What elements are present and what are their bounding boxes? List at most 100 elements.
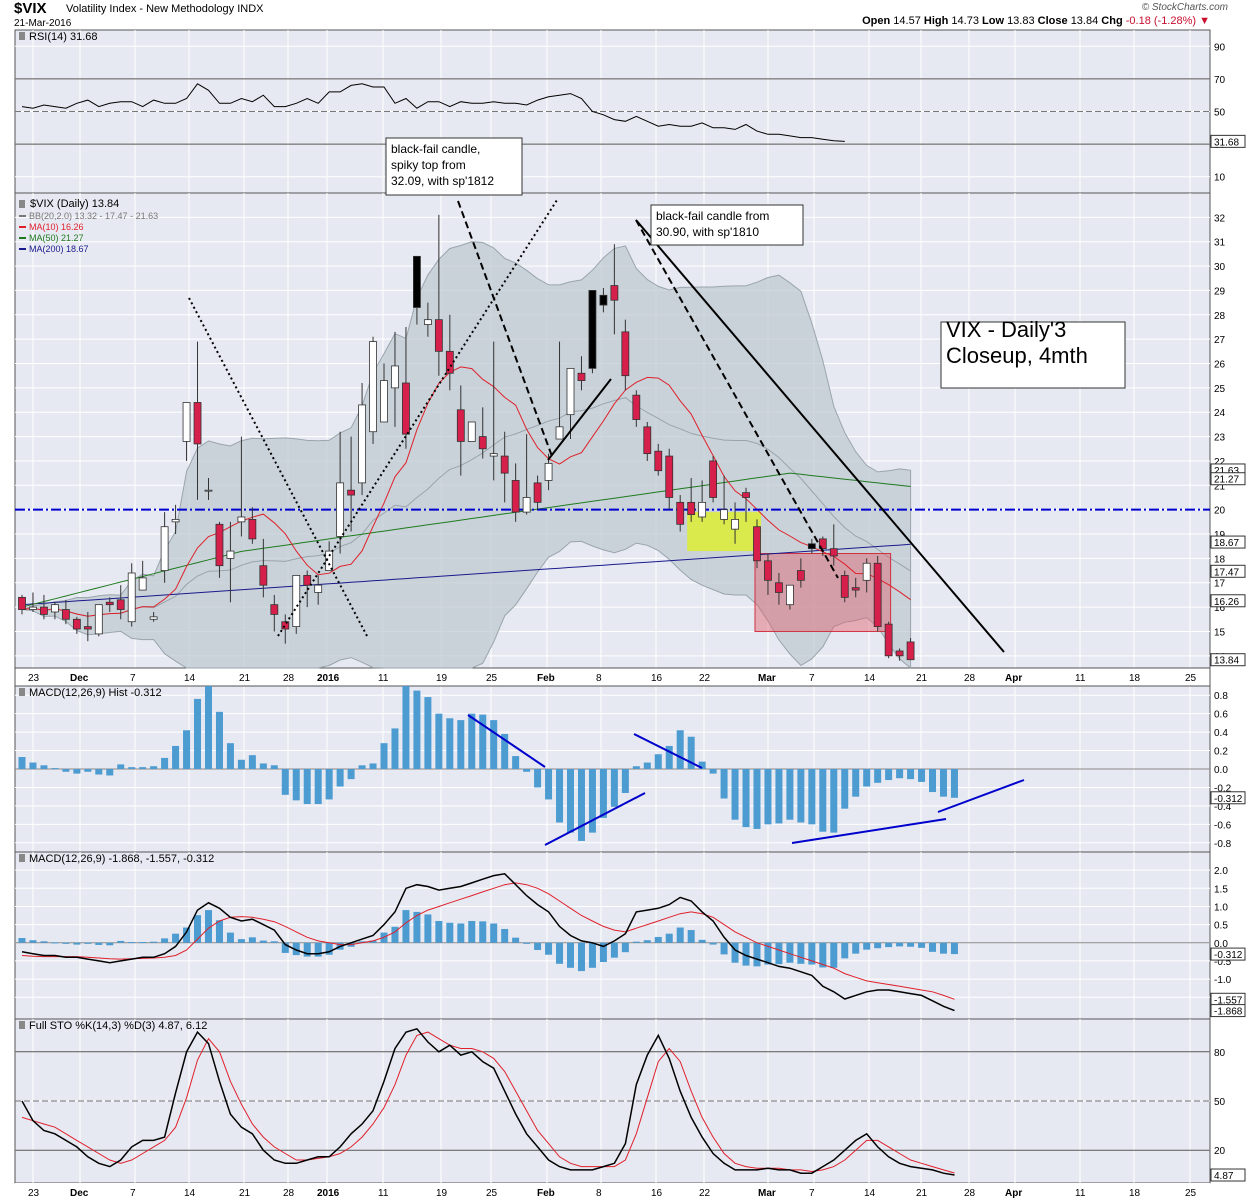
candle-body — [862, 562, 871, 581]
macd-hist-bar — [204, 910, 212, 943]
candle — [347, 436, 356, 532]
price-tick-label: 31 — [1214, 238, 1226, 249]
hist-bar — [786, 769, 794, 820]
candle-body — [193, 402, 202, 445]
x-tick-label-top: 7 — [130, 673, 136, 684]
macd-hist-bar — [545, 942, 553, 955]
price-right-tag-box — [1210, 535, 1246, 549]
hist-divergence-line — [633, 733, 703, 769]
price-right-tag: 21.63 — [1214, 466, 1239, 477]
macd-hist-bar — [259, 940, 267, 943]
hist-bar — [874, 769, 882, 783]
hist-divergence-line — [937, 779, 1025, 813]
hist-tick-label: -0.8 — [1214, 839, 1232, 850]
macd-hist-bar — [819, 942, 827, 968]
brand-watermark: © StockCharts.com — [1141, 2, 1228, 13]
candle-body — [599, 294, 608, 306]
hist-bar — [929, 769, 937, 793]
hist-bar — [336, 769, 344, 787]
candle-body — [555, 426, 564, 440]
hist-bar — [687, 736, 695, 769]
ma50-line — [21, 472, 911, 608]
macd-hist-bar — [490, 923, 498, 943]
close-label: Close — [1037, 15, 1068, 27]
candle-body — [314, 584, 323, 593]
x-tick-label-top: Mar — [758, 673, 776, 684]
macd-right-tag: -0.312 — [1214, 950, 1243, 961]
macd-right-tag-box — [1210, 947, 1246, 961]
candle — [292, 575, 301, 634]
sto-k-line — [21, 1027, 955, 1176]
candle-body — [29, 606, 37, 610]
hist-bar — [248, 755, 256, 769]
hist-bar — [852, 769, 860, 797]
annotation-text: 30.90, with sp'1810 — [656, 225, 759, 239]
candle — [182, 402, 191, 461]
candle — [643, 421, 652, 461]
annotation-box-2 — [940, 321, 1126, 389]
x-tick-label-top: 28 — [283, 673, 295, 684]
macd-hist-bar — [194, 915, 202, 943]
hist-bar — [939, 769, 947, 797]
candle — [851, 577, 860, 598]
price-tick-label: 18 — [1214, 554, 1226, 565]
candle — [807, 538, 816, 554]
x-tick-label-top: 11 — [1075, 673, 1086, 684]
price-tick-label: 20 — [1214, 506, 1226, 517]
macd-hist-bar — [369, 940, 377, 943]
macd-hist-bar — [753, 942, 761, 967]
trendline-feb-dashed — [635, 219, 839, 579]
hist-bar — [259, 763, 267, 769]
hist-bar — [643, 762, 651, 769]
macd-hist-bar — [292, 942, 300, 956]
price-tick-label: 21 — [1214, 481, 1226, 492]
hist-bar — [863, 769, 871, 787]
hist-tick-label: -0.4 — [1214, 802, 1232, 813]
hist-bar — [588, 769, 596, 833]
hist-bar — [534, 769, 542, 788]
x-tick-label-top: 18 — [1129, 673, 1141, 684]
hist-bar — [676, 730, 684, 769]
candle-body — [171, 519, 180, 523]
candle — [51, 602, 59, 620]
candle-body — [72, 618, 81, 630]
candle — [588, 290, 597, 374]
hist-bar — [270, 765, 278, 769]
macd-hist-bar — [29, 940, 37, 943]
x-tick-label-top: 23 — [28, 673, 40, 684]
candle-body — [786, 584, 794, 606]
candle-body — [215, 523, 224, 567]
annotation-text: Closeup, 4mth — [946, 343, 1088, 368]
rsi-tick-label: 70 — [1214, 75, 1226, 86]
x-tick-label-bottom: 11 — [378, 1188, 389, 1199]
price-tick-label: 28 — [1214, 311, 1226, 322]
candle-body — [51, 604, 59, 613]
high-value: 14.73 — [951, 15, 979, 27]
candle-body — [742, 492, 750, 498]
hist-tick-label: 0.6 — [1214, 710, 1228, 721]
low-value: 13.83 — [1007, 15, 1035, 27]
candle-body — [325, 550, 334, 571]
hist-current-tag: -0.312 — [1214, 794, 1243, 805]
candle-body — [456, 409, 465, 442]
candle — [467, 421, 476, 442]
sto-current-tag: 4.87 — [1214, 1171, 1234, 1182]
candle-body — [621, 331, 630, 377]
candle — [358, 383, 366, 496]
open-label: Open — [862, 15, 891, 27]
candle-body — [303, 575, 312, 586]
macd-hist-bar — [764, 942, 772, 965]
hist-bar — [885, 769, 893, 781]
candle-body — [248, 519, 257, 540]
macd-hist-bar — [117, 940, 125, 943]
candle-body — [83, 626, 92, 630]
hist-panel-icon — [19, 688, 25, 696]
macd-right-tag-box — [1210, 1004, 1246, 1018]
hist-bar — [775, 769, 783, 824]
candle — [336, 431, 345, 554]
candle-body — [281, 621, 290, 630]
hist-divergence-line — [544, 792, 646, 846]
sto-tick-label: 20 — [1214, 1146, 1226, 1157]
hist-bar — [226, 743, 234, 769]
macd-hist-bar — [896, 942, 904, 947]
